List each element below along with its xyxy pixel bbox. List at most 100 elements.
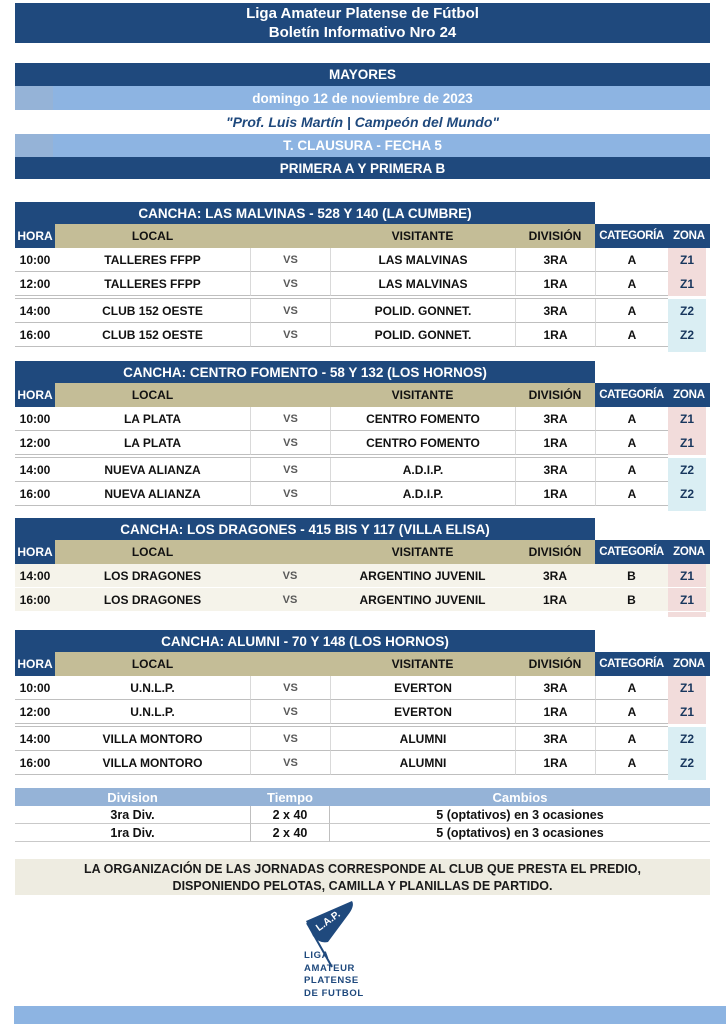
division-cell: 3RA — [515, 458, 595, 482]
zone-column-stub — [15, 506, 710, 511]
vs-cell: VS — [250, 272, 330, 296]
visitante-cell: ARGENTINO JUVENIL — [330, 588, 515, 612]
match-row: 10:00 U.N.L.P. VS EVERTON 3RA A Z1 — [15, 676, 710, 700]
banner-corner-cell — [15, 134, 53, 157]
zona-cell: Z1 — [668, 676, 706, 700]
col-header-vs — [250, 540, 330, 564]
col-header-zona: ZONA — [668, 540, 710, 564]
venue-table-las-malvinas: CANCHA: LAS MALVINAS - 528 Y 140 (LA CUM… — [15, 202, 710, 352]
venue-title: CANCHA: CENTRO FOMENTO - 58 Y 132 (LOS H… — [15, 361, 595, 383]
zona-cell: Z2 — [668, 727, 706, 751]
banner-date-label: domingo 12 de noviembre de 2023 — [252, 90, 473, 106]
visitante-cell: A.D.I.P. — [330, 458, 515, 482]
note-line-1: LA ORGANIZACIÓN DE LAS JORNADAS CORRESPO… — [84, 862, 641, 876]
banner-primera-label: PRIMERA A Y PRIMERA B — [279, 160, 446, 176]
zona-cell: Z1 — [668, 431, 706, 455]
rules-tiempo-cell: 2 x 40 — [250, 824, 330, 842]
match-row: 16:00 LOS DRAGONES VS ARGENTINO JUVENIL … — [15, 588, 710, 612]
visitante-cell: POLID. GONNET. — [330, 323, 515, 347]
local-cell: TALLERES FFPP — [55, 272, 250, 296]
col-header-local: LOCAL — [55, 383, 250, 407]
banner-torneo: T. CLAUSURA - FECHA 5 — [15, 134, 710, 157]
col-header-zona: ZONA — [668, 652, 710, 676]
categoria-cell: A — [595, 323, 668, 347]
division-cell: 1RA — [515, 588, 595, 612]
hora-cell: 10:00 — [15, 676, 55, 700]
vs-cell: VS — [250, 323, 330, 347]
document-title: Liga Amateur Platense de Fútbol Boletín … — [15, 3, 710, 43]
match-row: 16:00 NUEVA ALIANZA VS A.D.I.P. 1RA A Z2 — [15, 482, 710, 506]
rules-cambios-cell: 5 (optativos) en 3 ocasiones — [330, 806, 710, 824]
organization-note: LA ORGANIZACIÓN DE LAS JORNADAS CORRESPO… — [15, 859, 710, 895]
venue-table-alumni: CANCHA: ALUMNI - 70 Y 148 (LOS HORNOS) H… — [15, 630, 710, 780]
venue-table-los-dragones: CANCHA: LOS DRAGONES - 415 BIS Y 117 (VI… — [15, 518, 710, 617]
vs-cell: VS — [250, 248, 330, 272]
hora-cell: 14:00 — [15, 458, 55, 482]
banner-mayores-label: MAYORES — [328, 67, 397, 82]
league-name: Liga Amateur Platense de Fútbol — [246, 5, 479, 22]
match-row: 12:00 LA PLATA VS CENTRO FOMENTO 1RA A Z… — [15, 431, 710, 455]
rules-header-division: Division — [107, 789, 158, 805]
match-row: 10:00 LA PLATA VS CENTRO FOMENTO 3RA A Z… — [15, 407, 710, 431]
venue-header-row: HORA LOCAL VISITANTE DIVISIÓN CATEGORÍA … — [15, 652, 710, 676]
zona-cell: Z1 — [668, 564, 706, 588]
match-row: 12:00 TALLERES FFPP VS LAS MALVINAS 1RA … — [15, 272, 710, 296]
rules-header-row: Division Tiempo Cambios — [15, 788, 710, 806]
division-cell: 1RA — [515, 431, 595, 455]
col-header-local: LOCAL — [55, 652, 250, 676]
col-header-visitante: VISITANTE — [330, 540, 515, 564]
col-header-hora: HORA — [15, 224, 55, 248]
venue-title: CANCHA: ALUMNI - 70 Y 148 (LOS HORNOS) — [15, 630, 595, 652]
visitante-cell: ARGENTINO JUVENIL — [330, 564, 515, 588]
venue-table-centro-fomento: CANCHA: CENTRO FOMENTO - 58 Y 132 (LOS H… — [15, 361, 710, 511]
local-cell: VILLA MONTORO — [55, 727, 250, 751]
categoria-cell: A — [595, 407, 668, 431]
col-header-division: DIVISIÓN — [515, 224, 595, 248]
col-header-visitante: VISITANTE — [330, 383, 515, 407]
rules-division-cell: 1ra Div. — [15, 824, 250, 842]
rules-header-cambios: Cambios — [492, 789, 548, 805]
hora-cell: 16:00 — [15, 482, 55, 506]
zona-cell: Z2 — [668, 482, 706, 506]
visitante-cell: LAS MALVINAS — [330, 248, 515, 272]
division-cell: 3RA — [515, 407, 595, 431]
visitante-cell: CENTRO FOMENTO — [330, 431, 515, 455]
banner-motto-label: "Prof. Luis Martín | Campeón del Mundo" — [225, 114, 500, 130]
hora-cell: 12:00 — [15, 272, 55, 296]
visitante-cell: POLID. GONNET. — [330, 299, 515, 323]
col-header-categoria: CATEGORÍA — [595, 652, 668, 676]
rules-cambios-cell: 5 (optativos) en 3 ocasiones — [330, 824, 710, 842]
col-header-visitante: VISITANTE — [330, 224, 515, 248]
zona-cell: Z1 — [668, 700, 706, 724]
hora-cell: 14:00 — [15, 727, 55, 751]
banner-mayores: MAYORES — [15, 63, 710, 86]
division-cell: 3RA — [515, 299, 595, 323]
zona-cell: Z1 — [668, 272, 706, 296]
logo-line: PLATENSE — [304, 975, 359, 986]
visitante-cell: ALUMNI — [330, 751, 515, 775]
banner-torneo-label: T. CLAUSURA - FECHA 5 — [283, 138, 442, 153]
match-row: 14:00 NUEVA ALIANZA VS A.D.I.P. 3RA A Z2 — [15, 458, 710, 482]
hora-cell: 10:00 — [15, 407, 55, 431]
banner-corner-cell — [15, 86, 53, 110]
vs-cell: VS — [250, 458, 330, 482]
local-cell: CLUB 152 OESTE — [55, 323, 250, 347]
visitante-cell: A.D.I.P. — [330, 482, 515, 506]
banner-date: domingo 12 de noviembre de 2023 — [15, 86, 710, 110]
zona-cell: Z2 — [668, 751, 706, 775]
visitante-cell: LAS MALVINAS — [330, 272, 515, 296]
col-header-vs — [250, 383, 330, 407]
division-cell: 1RA — [515, 323, 595, 347]
division-cell: 3RA — [515, 248, 595, 272]
vs-cell: VS — [250, 564, 330, 588]
local-cell: NUEVA ALIANZA — [55, 458, 250, 482]
venue-header-row: HORA LOCAL VISITANTE DIVISIÓN CATEGORÍA … — [15, 383, 710, 407]
division-cell: 1RA — [515, 272, 595, 296]
vs-cell: VS — [250, 588, 330, 612]
local-cell: LA PLATA — [55, 407, 250, 431]
zone-group-separator — [15, 724, 710, 727]
rules-header-tiempo: Tiempo — [267, 789, 313, 805]
match-row: 16:00 VILLA MONTORO VS ALUMNI 1RA A Z2 — [15, 751, 710, 775]
zona-cell: Z1 — [668, 588, 706, 612]
rules-table: Division Tiempo Cambios 3ra Div. 2 x 40 … — [15, 788, 710, 842]
